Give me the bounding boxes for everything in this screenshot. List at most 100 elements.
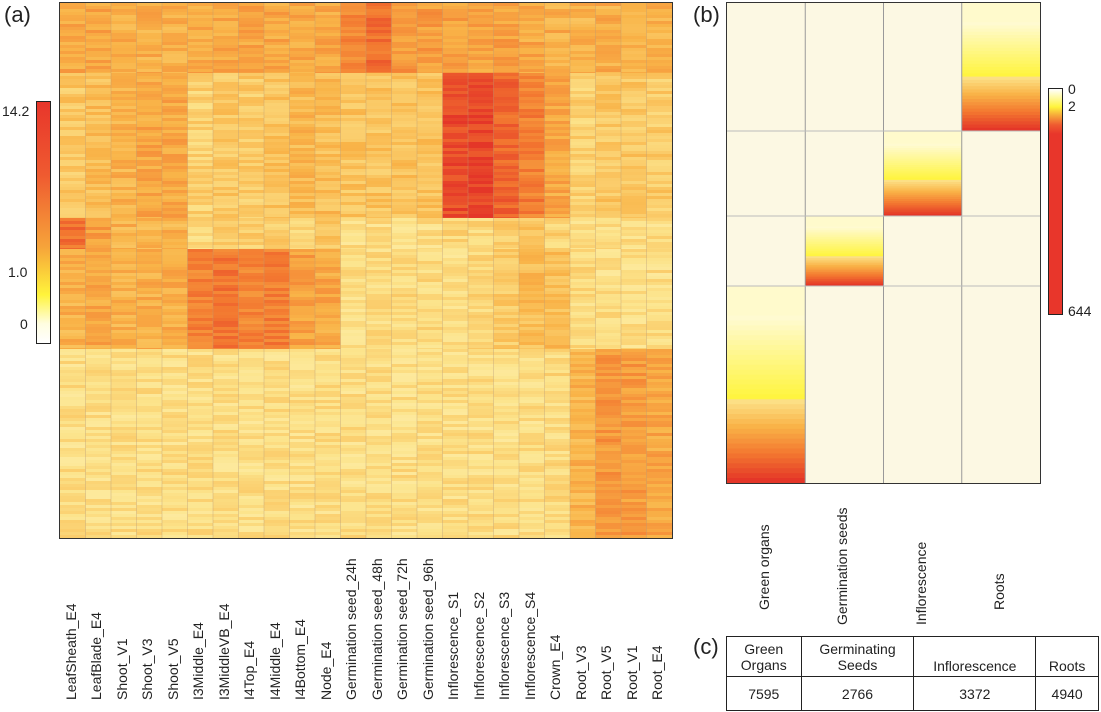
heatmap-a-cell: [366, 230, 392, 233]
heatmap-a-cell: [570, 157, 596, 160]
heatmap-a-cell: [289, 469, 316, 472]
heatmap-a-cell: [162, 54, 188, 57]
heatmap-a-cell: [595, 57, 622, 60]
heatmap-a-cell: [391, 466, 418, 469]
heatmap-a-cell: [621, 333, 647, 336]
heatmap-a-cell: [85, 36, 112, 39]
heatmap-a-cell: [60, 502, 86, 505]
heatmap-a-cell: [289, 324, 316, 327]
heatmap-a-cell: [595, 190, 622, 193]
heatmap-a-cell: [238, 481, 265, 484]
heatmap-a-cell: [468, 373, 494, 376]
heatmap-a-cell: [60, 403, 86, 406]
heatmap-a-cell: [238, 112, 265, 115]
heatmap-a-cell: [162, 39, 188, 42]
heatmap-a-cell: [315, 505, 341, 508]
heatmap-a-cell: [366, 394, 392, 397]
heatmap-a-cell: [187, 433, 214, 436]
heatmap-a-cell: [187, 45, 214, 48]
heatmap-a-cell: [468, 355, 494, 358]
heatmap-a-cell: [289, 406, 316, 409]
heatmap-a-cell: [646, 15, 672, 18]
heatmap-a-cell: [162, 273, 188, 276]
heatmap-a-cell: [442, 73, 469, 76]
heatmap-a-cell: [493, 145, 520, 148]
heatmap-a-cell: [340, 361, 367, 364]
heatmap-a-cell: [621, 30, 647, 33]
heatmap-a-cell: [162, 291, 188, 294]
heatmap-a-cell: [544, 157, 571, 160]
heatmap-a-cell: [519, 484, 545, 487]
heatmap-a-cell: [264, 239, 290, 242]
heatmap-a-cell: [544, 51, 571, 54]
heatmap-a-cell: [493, 121, 520, 124]
heatmap-a-cell: [519, 233, 545, 236]
heatmap-a-cell: [85, 412, 112, 415]
heatmap-a-cell: [493, 288, 520, 291]
heatmap-a-cell: [111, 309, 137, 312]
heatmap-a-cell: [417, 130, 443, 133]
heatmap-b-cell: [883, 177, 963, 181]
heatmap-a-cell: [187, 460, 214, 463]
heatmap-a-cell: [85, 73, 112, 76]
heatmap-b-cell: [727, 359, 806, 366]
heatmap-a-cell: [442, 409, 469, 412]
heatmap-a-cell: [85, 309, 112, 312]
heatmap-a-cell: [442, 21, 469, 24]
heatmap-a-cell: [468, 466, 494, 469]
heatmap-a-cell: [417, 466, 443, 469]
heatmap-a-cell: [136, 196, 163, 199]
heatmap-a-cell: [544, 508, 571, 511]
heatmap-a-cell: [264, 42, 290, 45]
heatmap-a-cell: [187, 472, 214, 475]
heatmap-a-cell: [213, 424, 239, 427]
heatmap-a-cell: [621, 163, 647, 166]
heatmap-a-cell: [238, 427, 265, 430]
heatmap-a-cell: [493, 436, 520, 439]
heatmap-a-cell: [570, 106, 596, 109]
heatmap-a-cell: [111, 124, 137, 127]
heatmap-a-cell: [315, 199, 341, 202]
heatmap-a-cell: [417, 27, 443, 30]
heatmap-a-cell: [646, 285, 672, 288]
heatmap-a-cell: [85, 469, 112, 472]
heatmap-a-cell: [162, 303, 188, 306]
heatmap-a-cell: [111, 97, 137, 100]
heatmap-a-cell: [391, 54, 418, 57]
heatmap-a-cell: [442, 493, 469, 496]
heatmap-a-cell: [60, 481, 86, 484]
heatmap-a-cell: [595, 252, 622, 255]
heatmap-a-cell: [468, 252, 494, 255]
heatmap-b-cell: [961, 127, 1040, 132]
heatmap-a-column-label: Inflorescence_S4: [521, 591, 538, 700]
heatmap-a-cell: [162, 154, 188, 157]
heatmap-a-cell: [493, 196, 520, 199]
heatmap-a-cell: [111, 172, 137, 175]
heatmap-a-cell: [468, 121, 494, 124]
heatmap-a-cell: [60, 291, 86, 294]
heatmap-a-cell: [289, 433, 316, 436]
heatmap-a-cell: [264, 523, 290, 526]
heatmap-a-cell: [264, 475, 290, 478]
heatmap-a-cell: [468, 249, 494, 252]
heatmap-a-cell: [340, 106, 367, 109]
heatmap-a-cell: [289, 421, 316, 424]
heatmap-a-cell: [289, 472, 316, 475]
heatmap-a-cell: [646, 358, 672, 361]
heatmap-a-cell: [111, 478, 137, 481]
heatmap-a-cell: [621, 154, 647, 157]
heatmap-b-cell: [805, 254, 884, 257]
heatmap-a-cell: [468, 511, 494, 514]
heatmap-a-cell: [187, 523, 214, 526]
heatmap-a-cell: [570, 267, 596, 270]
heatmap-a-cell: [238, 342, 265, 345]
heatmap-a-cell: [136, 6, 163, 9]
heatmap-a-cell: [646, 433, 672, 436]
heatmap-a-cell: [289, 76, 316, 79]
heatmap-a-cell: [366, 409, 392, 412]
heatmap-a-cell: [366, 481, 392, 484]
heatmap-a-cell: [264, 324, 290, 327]
heatmap-a-cell: [162, 285, 188, 288]
heatmap-a-cell: [544, 336, 571, 339]
heatmap-a-cell: [621, 279, 647, 282]
